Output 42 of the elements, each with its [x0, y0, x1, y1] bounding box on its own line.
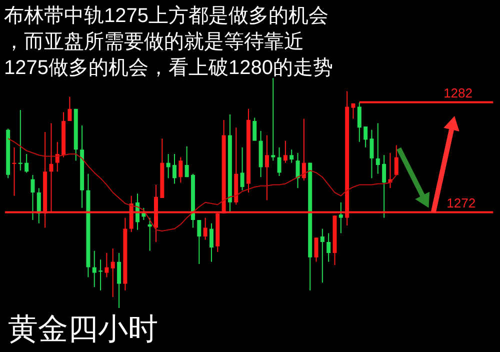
candlestick [172, 154, 176, 184]
candlestick [296, 152, 300, 189]
candlestick [148, 217, 152, 252]
candlestick [314, 237, 318, 262]
candlestick [382, 154, 386, 218]
candlestick [271, 78, 276, 162]
candlestick [92, 250, 96, 288]
candlestick [209, 222, 214, 262]
candlestick [338, 202, 343, 234]
candlestick [320, 228, 324, 284]
candlestick [252, 117, 257, 142]
candlestick [283, 140, 288, 164]
candlestick [240, 146, 244, 191]
candlestick [104, 252, 109, 278]
candlestick [394, 144, 398, 176]
candlestick [351, 102, 356, 120]
ref-line-label: 1282 [444, 85, 472, 100]
candlestick [36, 188, 41, 224]
candlestick [264, 134, 269, 201]
candlestick [302, 118, 306, 181]
candlestick [197, 220, 202, 264]
candlestick [68, 96, 72, 122]
text: 1275做多的机会，看上破1280的走势 [4, 57, 333, 79]
candlestick [326, 232, 331, 262]
candlestick [357, 102, 362, 142]
candlestick [55, 141, 60, 172]
ref-line-label: 1272 [446, 195, 476, 210]
candlestick [184, 146, 189, 178]
candlestick [30, 174, 35, 220]
candlestick [24, 154, 29, 174]
candlestick [110, 248, 115, 298]
candlestick [290, 149, 294, 164]
candlestick [370, 129, 374, 179]
candlestick [178, 156, 183, 184]
candlestick [277, 146, 282, 176]
candlestick [117, 252, 122, 308]
candlestick [166, 154, 170, 179]
text: 布林带中轨1275上方都是做多的机会，而亚盘所需要做的就是等待靠近 [4, 4, 328, 53]
candlestick [376, 122, 380, 174]
candlestick [203, 217, 208, 240]
annotation: 黄金四小时 [8, 312, 158, 347]
candlestick [364, 126, 368, 148]
